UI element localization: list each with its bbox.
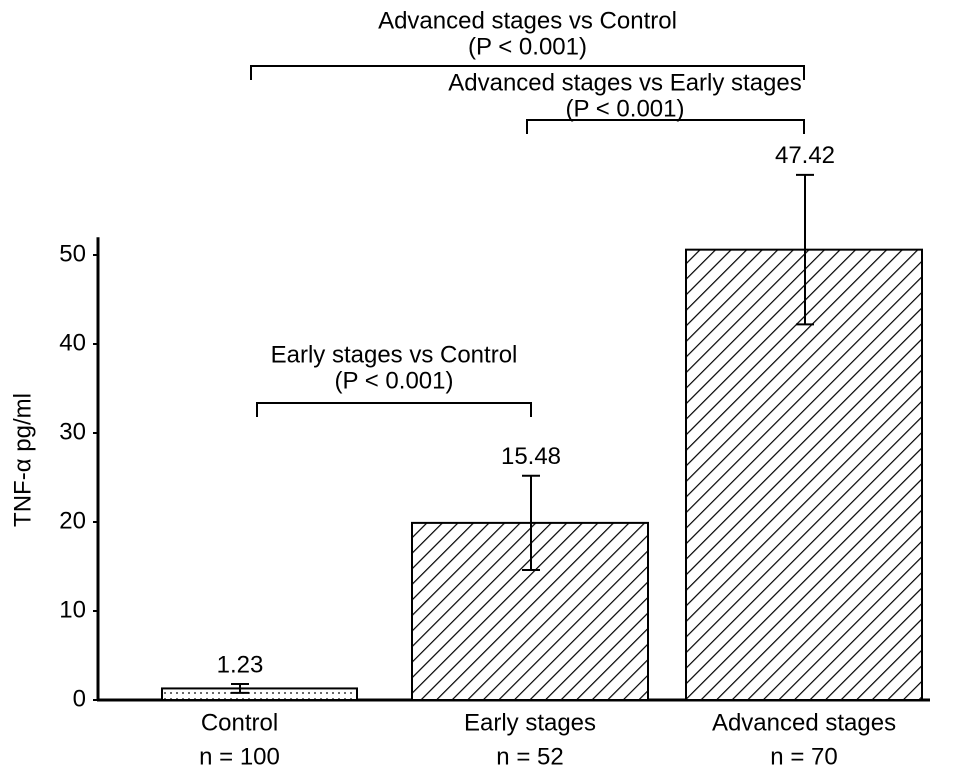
value-annotation: 1.23 [217, 651, 264, 678]
y-tick-label: 20 [59, 507, 86, 534]
sample-size: n = 100 [199, 743, 280, 770]
comparison-p: (P < 0.001) [468, 33, 587, 60]
comparison-label: Advanced stages vs Control [378, 7, 677, 34]
x-tick-label: Control [201, 709, 278, 736]
value-annotation: 15.48 [501, 443, 561, 470]
y-tick-label: 10 [59, 596, 86, 623]
y-tick-label: 50 [59, 240, 86, 267]
comparison-p: (P < 0.001) [566, 95, 685, 122]
y-tick-label: 40 [59, 329, 86, 356]
comparison-bracket [250, 65, 805, 80]
comparison-label: Early stages vs Control [271, 341, 518, 368]
comparison-p: (P < 0.001) [335, 367, 454, 394]
x-tick-label: Early stages [464, 709, 596, 736]
sample-size: n = 70 [770, 743, 837, 770]
comparison-label: Advanced stages vs Early stages [448, 69, 802, 96]
y-axis-label: TNF-α pg/ml [9, 393, 36, 527]
x-tick-label: Advanced stages [712, 709, 896, 736]
sample-size: n = 52 [496, 743, 563, 770]
value-annotation: 47.42 [775, 142, 835, 169]
bar [161, 687, 358, 701]
y-tick-label: 0 [73, 685, 86, 712]
comparison-bracket [526, 119, 805, 134]
y-tick-label: 30 [59, 418, 86, 445]
comparison-bracket [256, 402, 532, 417]
